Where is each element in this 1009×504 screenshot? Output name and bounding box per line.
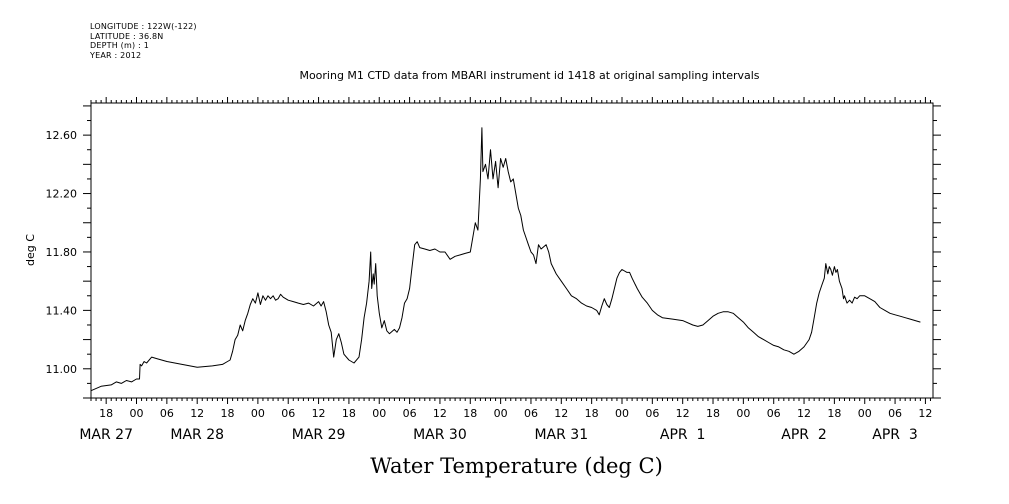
x-date-label: APR 1 (660, 427, 706, 443)
y-tick-label: 11.40 (46, 304, 78, 317)
y-axis-label: deg C (24, 234, 37, 266)
x-hour-label: 12 (190, 407, 204, 420)
y-axis-tick-labels: 11.00 11.40 11.80 12.20 12.60 (46, 129, 78, 376)
x-hour-label: 00 (251, 407, 265, 420)
depth-label: DEPTH (m) : 1 (90, 41, 149, 50)
longitude-label: LONGITUDE : 122W(-122) (90, 22, 197, 31)
x-hour-label: 06 (160, 407, 174, 420)
year-label: YEAR : 2012 (90, 50, 142, 60)
x-hour-label: 00 (858, 407, 872, 420)
x-hour-label: 06 (645, 407, 659, 420)
y-tick-label: 12.60 (46, 129, 78, 142)
x-hour-label: 18 (706, 407, 720, 420)
x-date-label: MAR 30 (413, 427, 467, 443)
chart-title: Mooring M1 CTD data from MBARI instrumen… (299, 69, 760, 82)
x-date-label: APR 2 (781, 427, 827, 443)
dataset-metadata: LONGITUDE : 122W(-122) LATITUDE : 36.8N … (90, 22, 197, 60)
plot-frame (90, 102, 934, 399)
series-line-water-temperature (90, 127, 921, 392)
latitude-label: LATITUDE : 36.8N (90, 31, 164, 41)
x-hour-label: 06 (281, 407, 295, 420)
x-date-label: MAR 28 (170, 427, 224, 443)
y-tick-label: 11.80 (46, 246, 78, 259)
x-hour-label: 06 (888, 407, 902, 420)
x-hour-label: 18 (221, 407, 235, 420)
x-hour-label: 06 (403, 407, 417, 420)
x-hour-label: 00 (494, 407, 508, 420)
x-hour-label: 12 (312, 407, 326, 420)
axis-ticks (83, 97, 941, 404)
x-hour-label: 00 (372, 407, 386, 420)
x-hour-label: 12 (918, 407, 932, 420)
x-hour-label: 18 (827, 407, 841, 420)
x-hour-label: 12 (797, 407, 811, 420)
y-tick-label: 12.20 (46, 188, 78, 201)
plot-border (90, 102, 934, 399)
x-hour-label: 00 (130, 407, 144, 420)
x-hour-label: 06 (767, 407, 781, 420)
x-date-label: APR 3 (872, 427, 918, 443)
x-date-label: MAR 29 (292, 427, 346, 443)
x-hour-label: 18 (342, 407, 356, 420)
x-axis-date-labels: MAR 27 MAR 28 MAR 29 MAR 30 MAR 31 APR 1 APR 2… (79, 427, 918, 443)
x-hour-label: 18 (463, 407, 477, 420)
x-hour-label: 12 (433, 407, 447, 420)
x-date-label: MAR 31 (534, 427, 588, 443)
x-hour-label: 12 (554, 407, 568, 420)
x-date-label: MAR 27 (79, 427, 133, 443)
x-axis-title: Water Temperature (deg C) (370, 454, 663, 478)
x-hour-label: 18 (585, 407, 599, 420)
x-hour-label: 18 (99, 407, 113, 420)
x-hour-label: 00 (615, 407, 629, 420)
x-hour-label: 06 (524, 407, 538, 420)
y-tick-label: 11.00 (46, 363, 78, 376)
x-hour-label: 12 (676, 407, 690, 420)
series-layer (90, 127, 921, 392)
x-hour-label: 00 (736, 407, 750, 420)
x-axis-hour-labels: 18 00 06 12 18 00 06 12 18 00 06 12 18 00 06 12 18 00 06 12… (99, 407, 932, 420)
